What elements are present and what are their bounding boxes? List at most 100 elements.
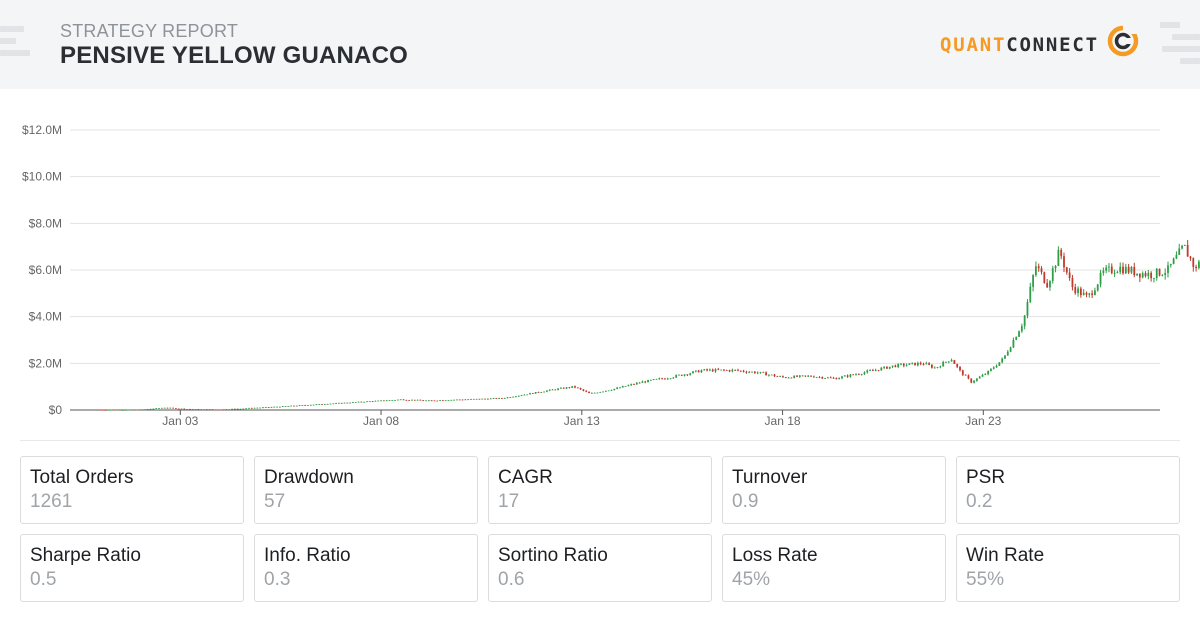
- brand-connect: CONNECT: [1006, 34, 1099, 56]
- candle-body: [1192, 258, 1195, 267]
- candle-body: [692, 371, 694, 374]
- candle-body: [827, 377, 829, 379]
- candle-body: [467, 399, 470, 401]
- candle-body: [801, 375, 804, 377]
- candle-body: [1102, 270, 1105, 273]
- candle-body: [762, 371, 765, 373]
- candle-body: [804, 375, 807, 377]
- candle-body: [1046, 282, 1049, 288]
- candle-body: [526, 394, 529, 396]
- candle-body: [607, 390, 610, 392]
- candle-body: [925, 363, 928, 365]
- candle-body: [767, 374, 770, 376]
- candle-body: [416, 399, 419, 401]
- candle-body: [377, 400, 380, 402]
- candle-body: [531, 393, 534, 394]
- stat-value: 0.6: [498, 569, 525, 590]
- candle-body: [447, 400, 450, 402]
- candle-body: [470, 399, 472, 400]
- candle-body: [900, 363, 902, 365]
- candle-body: [784, 377, 787, 379]
- candle-body: [1153, 278, 1155, 279]
- candle-body: [475, 398, 478, 400]
- candle-body: [787, 377, 790, 379]
- candle-body: [489, 398, 492, 400]
- candle-body: [439, 400, 441, 402]
- candle-body: [680, 374, 683, 376]
- candle-body: [933, 367, 936, 369]
- candle-body: [708, 369, 711, 371]
- candle-body: [515, 396, 517, 398]
- candle-body: [141, 409, 144, 411]
- candle-body: [728, 370, 731, 372]
- candle-body: [770, 374, 773, 376]
- candle-body: [205, 409, 208, 411]
- candle-body: [886, 366, 888, 369]
- candle-body: [1124, 266, 1127, 274]
- candle-body: [846, 375, 849, 377]
- candle-body: [635, 382, 638, 385]
- candle-body: [399, 399, 402, 401]
- candle-body: [984, 374, 987, 375]
- candle-body: [180, 408, 183, 410]
- candle-body: [694, 370, 697, 372]
- candle-body: [1091, 293, 1094, 295]
- candle-body: [1164, 272, 1167, 276]
- candle-body: [118, 409, 121, 411]
- candle-body: [855, 374, 857, 376]
- stat-card-drawdown: Drawdown 57: [254, 456, 478, 524]
- candle-body: [1063, 256, 1065, 268]
- candle-body: [922, 364, 925, 365]
- candle-body: [947, 361, 950, 363]
- candle-body: [874, 369, 877, 371]
- candle-body: [419, 399, 422, 401]
- candle-body: [236, 408, 239, 410]
- candle-body: [624, 386, 627, 387]
- candle-body: [714, 369, 717, 372]
- candle-body: [863, 372, 866, 375]
- candle-body: [352, 402, 354, 403]
- candle-body: [672, 377, 675, 379]
- candle-body: [902, 363, 905, 366]
- x-tick-label: Jan 23: [965, 414, 1001, 428]
- candle-body: [239, 408, 242, 410]
- x-tick-label: Jan 03: [162, 414, 198, 428]
- candle-body: [950, 360, 953, 362]
- candle-body: [132, 409, 135, 411]
- candle-body: [1158, 268, 1161, 276]
- candle-body: [604, 390, 607, 392]
- candle-body: [869, 370, 871, 372]
- candle-body: [1009, 347, 1012, 352]
- candle-body: [287, 406, 290, 407]
- candle-body: [821, 376, 824, 379]
- brand-wordmark[interactable]: QUANTCONNECT: [940, 34, 1099, 56]
- candle-body: [534, 392, 537, 394]
- candle-body: [753, 371, 756, 374]
- candle-body: [824, 378, 827, 379]
- candle-body: [1054, 266, 1057, 269]
- candle-body: [1082, 292, 1085, 296]
- candle-body: [725, 370, 728, 371]
- candle-body: [908, 363, 911, 365]
- stat-value: 1261: [30, 491, 73, 512]
- candle-body: [486, 398, 489, 400]
- candle-body: [669, 378, 672, 380]
- candle-body: [360, 401, 363, 403]
- candle-body: [655, 378, 658, 380]
- y-axis-labels: $0 $2.0M $4.0M $6.0M $8.0M $10.0M $12.0M: [22, 123, 62, 417]
- candle-body: [1150, 272, 1153, 279]
- equity-chart: $0 $2.0M $4.0M $6.0M $8.0M $10.0M $12.0M Jan 0…: [22, 123, 1200, 428]
- candle-body: [877, 369, 880, 371]
- candle-body: [304, 405, 307, 406]
- candle-body: [1127, 266, 1130, 273]
- candle-body: [1181, 245, 1183, 249]
- candle-body: [481, 398, 484, 400]
- candle-body: [349, 402, 352, 404]
- candle-body: [444, 400, 447, 402]
- stat-card-psr: PSR 0.2: [956, 456, 1180, 524]
- candle-body: [675, 375, 678, 378]
- candle-body: [245, 408, 248, 410]
- stat-value: 0.9: [732, 491, 759, 512]
- candle-body: [259, 407, 262, 409]
- candle-body: [990, 368, 992, 371]
